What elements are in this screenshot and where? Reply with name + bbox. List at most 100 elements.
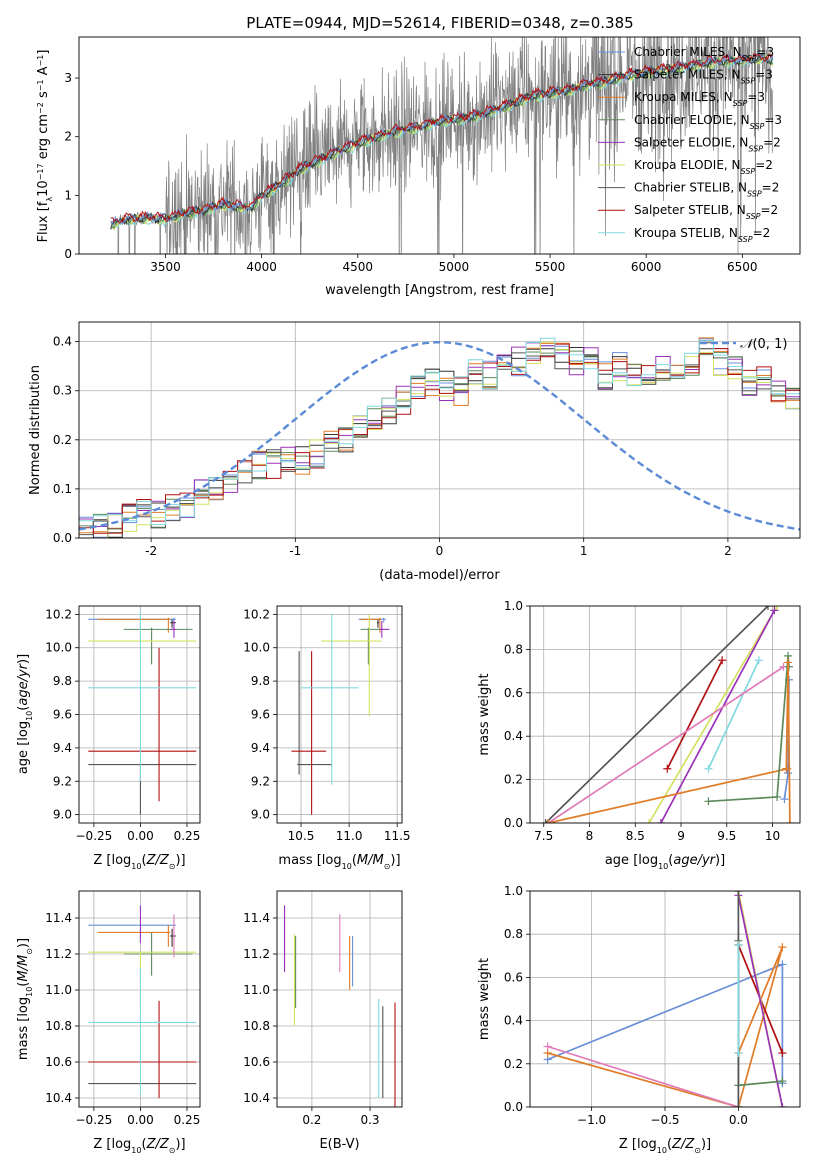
y-tick-label: 10.2 (45, 607, 72, 621)
x-axis-label: mass [log10(M/M⊙)] (278, 853, 400, 871)
x-tick-label: 4000 (246, 260, 277, 274)
axes-frame (529, 890, 801, 1108)
plus-marker (734, 1049, 743, 1057)
panel-weight_vs_age: 7.5 8 8.5 9 9.5 10 0.0 0.2 0.4 0.6 0.8 1.0 age [log1… (477, 599, 801, 871)
y-axis-label: mass weight (477, 673, 492, 755)
panel-residual_hist: -2 -1 0 1 2 0.0 0.1 0.2 0.3 0.4 𝒩(0, 1) (data-model… (28, 321, 801, 583)
x-tick-label: 8 (586, 829, 594, 843)
y-tick-label: 0.2 (504, 1057, 523, 1071)
plus-marker (778, 1103, 787, 1107)
x-tick-label: −1.0 (577, 1113, 606, 1127)
x-tick-label: 9.5 (717, 829, 736, 843)
plus-marker (778, 1049, 787, 1057)
x-tick-label: 3500 (150, 260, 181, 274)
legend-entry: Salpeter STELIB, NSSP=2 (634, 203, 778, 221)
legend-entry: Chabrier MILES, NSSP=3 (634, 45, 774, 63)
y-axis-label: mass [log10(M/M⊙)] (16, 938, 34, 1060)
plot-area (530, 606, 800, 823)
x-tick-label: 2 (724, 544, 732, 558)
axes-frame (276, 605, 403, 824)
x-tick-label: −0.25 (76, 829, 113, 843)
plus-marker (734, 891, 743, 895)
plus-marker (773, 606, 782, 610)
weight-line-salpeter_elodie (737, 895, 784, 1107)
y-tick-label: 9.6 (251, 708, 270, 722)
y-tick-label: 0.8 (504, 927, 523, 941)
panel-mass_vs_Z: −0.25 0.00 0.25 10.4 10.6 10.8 11.0 11.2 11.4 Z [… (16, 890, 201, 1155)
y-tick-label: 0.0 (504, 816, 523, 830)
model-line-salpeter_miles (110, 53, 774, 230)
plot-area (79, 606, 200, 823)
x-axis-label: E(B-V) (319, 1137, 359, 1152)
plus-marker (770, 606, 779, 615)
hist-step-kroupa_miles (79, 337, 800, 534)
x-tick-label: −0.5 (650, 1113, 679, 1127)
legend-entry: Kroupa ELODIE, NSSP=2 (634, 158, 773, 176)
plus-marker (784, 769, 793, 778)
weight-line-pink (547, 666, 784, 823)
normal-curve (79, 340, 800, 531)
y-tick-label: 11.4 (45, 911, 72, 925)
plus-marker (754, 656, 763, 665)
plus-marker (734, 1103, 743, 1107)
legend-entry: Salpeter MILES, NSSP=3 (634, 68, 773, 86)
y-tick-label: 10.2 (243, 607, 270, 621)
y-tick-label: 3 (64, 71, 72, 85)
y-tick-label: 0.4 (504, 1014, 523, 1028)
model-line-salpeter_stelib (110, 52, 774, 224)
y-tick-label: 11.4 (243, 911, 270, 925)
x-tick-label: 10.5 (288, 829, 315, 843)
plot-area (79, 891, 200, 1107)
weight-line-chabrier_stelib (545, 606, 769, 823)
plus-marker (718, 656, 727, 665)
y-tick-label: 0.6 (504, 970, 523, 984)
y-axis-label: Flux [fλ10−17 erg cm−2 s−1 A−1] (36, 50, 54, 243)
legend-entry: Kroupa STELIB, NSSP=2 (634, 226, 770, 244)
hist-step-chabrier_stelib (79, 342, 800, 536)
y-tick-label: 0.6 (504, 686, 523, 700)
x-axis-label: (data-model)/error (379, 568, 500, 583)
y-tick-label: 0.2 (504, 773, 523, 787)
hist-step-chabrier_miles (79, 338, 800, 538)
x-tick-label: 10 (765, 829, 780, 843)
weight-line-salpeter_stelib (666, 659, 723, 770)
x-axis-label: wavelength [Angstrom, rest frame] (325, 283, 554, 298)
hist-step-salpeter_miles (79, 347, 800, 538)
y-tick-label: 10.0 (243, 641, 270, 655)
legend-entry: Salpeter ELODIE, NSSP=2 (634, 135, 781, 153)
model-line-chabrier_miles (110, 51, 774, 225)
y-tick-label: 10.4 (243, 1091, 270, 1105)
y-tick-label: 0.1 (53, 482, 72, 496)
y-tick-label: 1 (64, 188, 72, 202)
plot-area (110, 37, 774, 254)
x-tick-label: 5000 (439, 260, 470, 274)
y-tick-label: 10.8 (45, 1019, 72, 1033)
y-tick-label: 11.0 (45, 983, 72, 997)
y-axis-label: mass weight (477, 958, 492, 1040)
x-tick-label: 0 (436, 544, 444, 558)
plus-marker (541, 819, 550, 823)
y-tick-label: 0.0 (53, 531, 72, 545)
x-axis-label: Z [log10(Z/Z⊙)] (93, 853, 185, 871)
y-tick-label: 9.4 (53, 741, 72, 755)
panel-age_vs_Z: −0.25 0.00 0.25 9.0 9.2 9.4 9.6 9.8 10.0 10.2 Z [l… (16, 605, 201, 871)
y-tick-label: 10.4 (45, 1091, 72, 1105)
y-tick-label: 10.8 (243, 1019, 270, 1033)
x-tick-label: 6500 (727, 260, 758, 274)
x-tick-label: 9 (677, 829, 685, 843)
axes-frame (529, 605, 801, 824)
y-tick-label: 11.0 (243, 983, 270, 997)
panel-age_vs_mass: 10.5 11.0 11.5 9.0 9.2 9.4 9.6 9.8 10.0 10.2 mass … (243, 605, 411, 871)
legend-entry: 𝒩(0, 1) (740, 337, 787, 352)
plus-marker (778, 960, 787, 969)
x-tick-label: 1 (580, 544, 588, 558)
x-tick-label: 11.5 (384, 829, 411, 843)
legend-entry: Kroupa MILES, NSSP=3 (634, 90, 765, 108)
panel-spectrum: 3500 4000 4500 5000 5500 6000 6500 0 1 2 3 waveleng… (36, 36, 801, 298)
y-tick-label: 1.0 (504, 884, 523, 898)
plot-area (277, 606, 402, 823)
x-tick-label: 0.25 (174, 829, 201, 843)
plus-marker (773, 792, 782, 801)
plus-marker (763, 606, 772, 610)
x-tick-label: -2 (145, 544, 157, 558)
